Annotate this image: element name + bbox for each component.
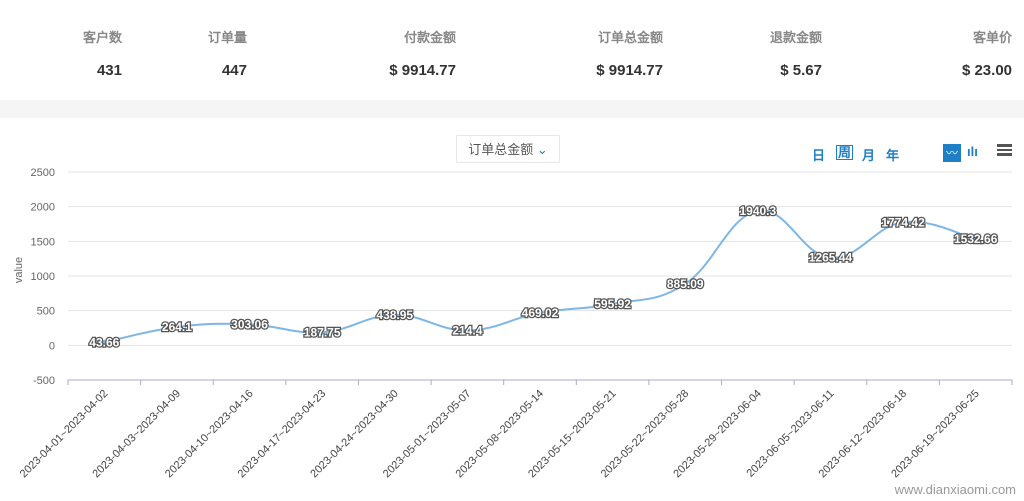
data-point[interactable] — [755, 208, 761, 214]
data-label: 1532.66 — [954, 232, 998, 246]
data-label: 1265.44 — [809, 251, 853, 265]
period-month[interactable]: 月 — [862, 148, 876, 163]
data-label: 214.4 — [452, 323, 482, 337]
data-point[interactable] — [319, 329, 325, 335]
data-label: 303.06 — [231, 317, 268, 331]
y-tick-label: 0 — [49, 340, 55, 352]
data-label: 264.1 — [162, 320, 192, 334]
y-tick-label: 500 — [37, 306, 55, 318]
data-point[interactable] — [392, 312, 398, 318]
data-label: 885.09 — [667, 277, 704, 291]
y-axis-label: value — [13, 257, 25, 283]
data-label: 595.92 — [594, 297, 631, 311]
data-point[interactable] — [682, 281, 688, 287]
stat-label: 客单价 — [972, 30, 1012, 45]
y-tick-label: 1500 — [31, 236, 55, 248]
stat-value: $ 5.67 — [780, 62, 822, 79]
period-year[interactable]: 年 — [886, 148, 900, 163]
data-point[interactable] — [827, 255, 833, 261]
stat-2: 付款金额 $ 9914.77 — [389, 27, 456, 79]
data-label: 438.95 — [376, 308, 413, 322]
period-week[interactable]: 周 — [836, 145, 854, 160]
data-label: 43.66 — [89, 335, 119, 349]
y-tick-label: 2000 — [31, 202, 55, 214]
bar-chart-icon[interactable]: ılı — [967, 144, 978, 159]
y-tick-label: -500 — [33, 375, 55, 387]
data-point[interactable] — [537, 310, 543, 316]
chevron-down-icon: ⌄ — [536, 142, 548, 157]
stat-0: 客户数 431 — [83, 27, 122, 79]
metric-select-label: 订单总金额 — [468, 142, 534, 157]
menu-icon[interactable] — [997, 144, 1012, 156]
data-label: 469.02 — [522, 306, 559, 320]
stat-3: 订单总金额 $ 9914.77 — [596, 27, 663, 79]
data-label: 1940.3 — [739, 204, 776, 218]
stat-label: 订单量 — [207, 30, 247, 45]
data-label: 187.75 — [304, 325, 341, 339]
data-label: 1774.42 — [881, 215, 925, 229]
stat-value: 431 — [96, 62, 122, 79]
y-tick-label: 2500 — [31, 167, 55, 179]
stat-label: 客户数 — [82, 30, 122, 45]
stat-value: $ 9914.77 — [389, 62, 456, 79]
data-point[interactable] — [174, 324, 180, 330]
chart-panel: 订单总金额 ⌄ 日 周 月 年 〰 ılı — [0, 118, 1024, 501]
stat-4: 退款金额 $ 5.67 — [770, 27, 822, 79]
stat-label: 退款金额 — [769, 30, 822, 45]
data-point[interactable] — [247, 321, 253, 327]
stat-label: 订单总金额 — [597, 30, 663, 45]
stat-value: $ 9914.77 — [596, 62, 663, 79]
data-point[interactable] — [101, 339, 107, 345]
stat-5: 客单价 $ 23.00 — [962, 27, 1012, 79]
watermark: www.dianxiaomi.com — [894, 482, 1016, 497]
stats-bar: 客户数 431 订单量 447 付款金额 $ 9914.77 订单总金额 $ 9914.77 退… — [0, 0, 1024, 100]
data-point[interactable] — [610, 301, 616, 307]
data-point[interactable] — [973, 236, 979, 242]
stat-label: 付款金额 — [403, 30, 456, 45]
data-point[interactable] — [464, 327, 470, 333]
metric-select[interactable]: 订单总金额 ⌄ — [456, 135, 560, 163]
data-point[interactable] — [900, 219, 906, 225]
stat-value: $ 23.00 — [961, 62, 1012, 79]
period-day[interactable]: 日 — [812, 148, 826, 163]
stat-1: 订单量 447 — [208, 27, 247, 79]
y-tick-label: 1000 — [31, 271, 55, 283]
stat-value: 447 — [221, 62, 247, 79]
line-chart-icon[interactable]: 〰 — [943, 144, 961, 162]
